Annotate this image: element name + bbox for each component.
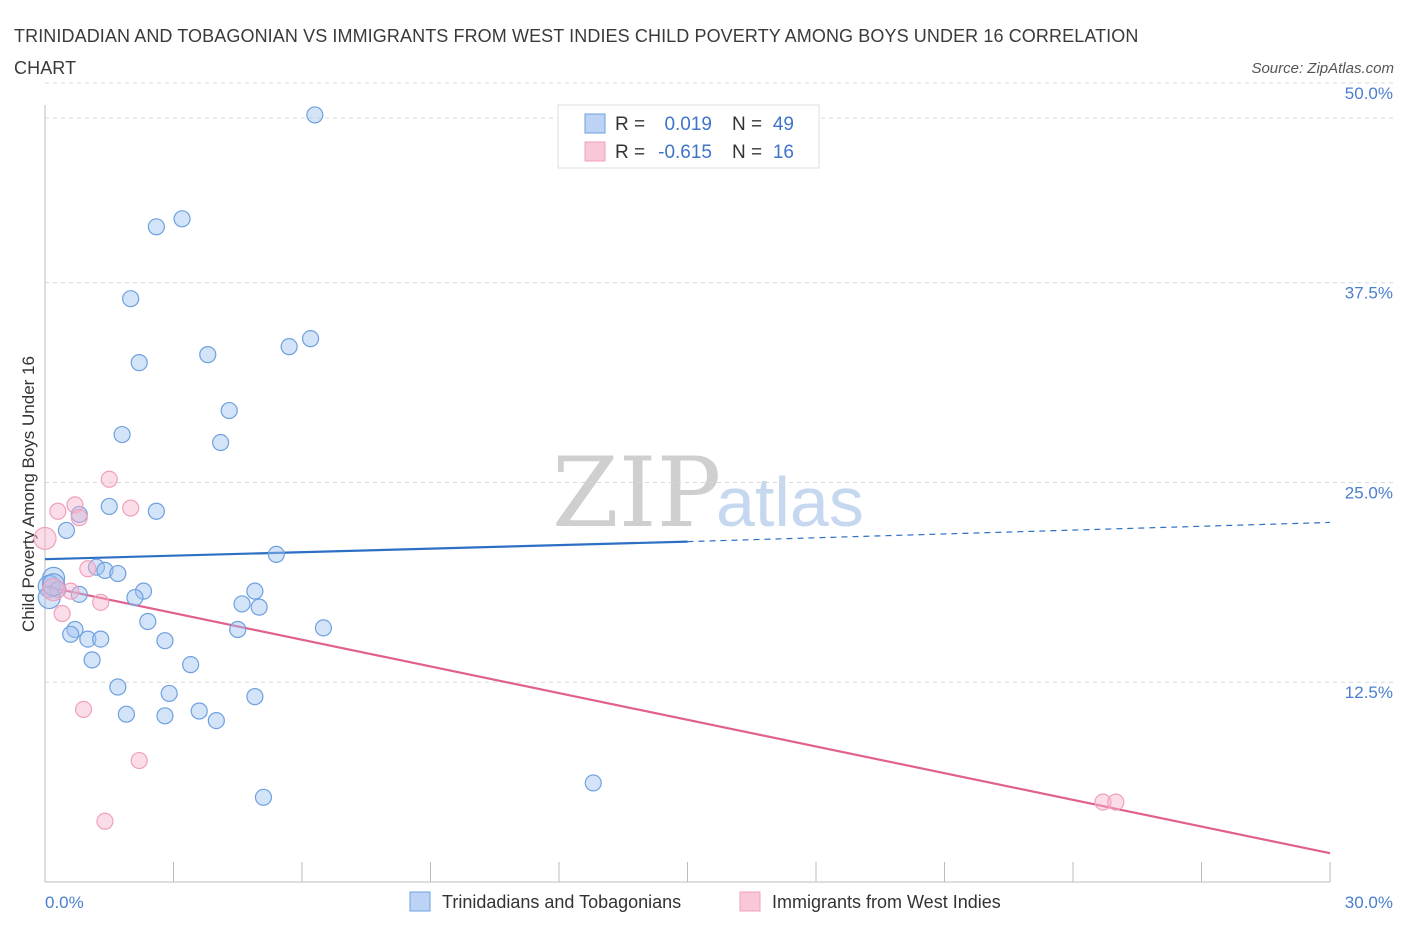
point-pink bbox=[49, 502, 67, 520]
point-pink bbox=[33, 526, 57, 551]
point-blue bbox=[246, 582, 264, 600]
point-blue bbox=[83, 651, 101, 669]
point-blue bbox=[233, 595, 251, 613]
point-pink bbox=[92, 593, 110, 611]
point-blue bbox=[254, 788, 273, 806]
legend-n-label-1: N = bbox=[732, 114, 762, 135]
point-blue bbox=[212, 433, 230, 452]
watermark-zip: ZIP bbox=[552, 437, 721, 549]
point-blue bbox=[199, 346, 217, 364]
point-blue bbox=[139, 612, 157, 631]
legend-bottom-swatch-blue bbox=[409, 891, 431, 912]
point-blue bbox=[41, 573, 66, 597]
x-tick-label-max: 30.0% bbox=[1345, 893, 1393, 912]
point-blue bbox=[220, 401, 238, 420]
y-tick-label: 50.0% bbox=[1345, 84, 1393, 103]
point-pink bbox=[1107, 793, 1125, 811]
point-blue bbox=[246, 688, 264, 706]
point-blue bbox=[280, 338, 298, 356]
point-pink bbox=[1094, 793, 1112, 811]
y-tick-label: 37.5% bbox=[1345, 284, 1393, 303]
legend-n-label-2: N = bbox=[732, 142, 762, 163]
point-pink bbox=[79, 560, 97, 578]
point-pink bbox=[122, 499, 140, 517]
point-pink bbox=[53, 604, 71, 623]
point-pink bbox=[100, 470, 118, 488]
trend-lines bbox=[44, 521, 1331, 855]
legend-bottom-label-pink: Immigrants from West Indies bbox=[772, 892, 1001, 912]
trend-line-extension-blue bbox=[687, 521, 1331, 543]
point-pink bbox=[41, 577, 66, 602]
point-blue bbox=[173, 210, 191, 228]
point-blue bbox=[147, 502, 165, 520]
point-blue bbox=[267, 545, 285, 563]
point-blue bbox=[250, 598, 268, 616]
point-blue bbox=[301, 330, 320, 348]
chart-title: TRINIDADIAN AND TOBAGONIAN VS IMMIGRANTS… bbox=[14, 26, 1139, 78]
point-blue bbox=[126, 588, 144, 607]
source-label: Source: ZipAtlas.com bbox=[1251, 60, 1394, 77]
point-blue bbox=[79, 630, 97, 648]
point-blue bbox=[100, 497, 118, 516]
legend-n-value-2: 16 bbox=[773, 142, 794, 163]
point-blue bbox=[156, 707, 174, 725]
point-blue bbox=[314, 619, 333, 637]
point-blue bbox=[49, 580, 67, 599]
point-blue bbox=[156, 632, 174, 650]
trend-line-pink bbox=[44, 585, 1331, 855]
legend-swatch-blue bbox=[584, 113, 606, 134]
point-blue bbox=[57, 521, 76, 540]
point-pink bbox=[62, 582, 80, 600]
point-blue bbox=[134, 582, 153, 600]
y-tick-labels: 12.5% 25.0% 37.5% 50.0% bbox=[1345, 84, 1393, 702]
point-pink bbox=[70, 509, 88, 527]
legend-r-value-2: -0.615 bbox=[658, 142, 712, 163]
x-tick-marks bbox=[44, 862, 1331, 882]
legend-bottom: Trinidadians and Tobagonians Immigrants … bbox=[409, 891, 1001, 912]
point-blue bbox=[109, 678, 127, 696]
y-tick-label: 12.5% bbox=[1345, 683, 1393, 702]
x-tick-label-min: 0.0% bbox=[45, 893, 84, 912]
point-blue bbox=[182, 656, 200, 674]
legend-swatch-pink bbox=[584, 141, 606, 162]
point-blue bbox=[92, 630, 110, 648]
point-blue bbox=[109, 564, 127, 583]
trend-line-blue bbox=[44, 540, 688, 561]
legend-n-value-1: 49 bbox=[773, 114, 794, 135]
data-points bbox=[33, 106, 1125, 830]
point-blue bbox=[130, 354, 148, 372]
point-blue bbox=[117, 705, 135, 723]
watermark-atlas: atlas bbox=[716, 463, 864, 541]
point-blue bbox=[584, 774, 602, 792]
point-blue bbox=[229, 620, 247, 639]
point-pink bbox=[130, 751, 148, 770]
y-axis-label: Child Poverty Among Boys Under 16 bbox=[19, 356, 38, 632]
point-blue bbox=[122, 290, 140, 308]
y-tick-label: 25.0% bbox=[1345, 483, 1393, 502]
point-blue bbox=[62, 625, 80, 643]
point-pink bbox=[74, 700, 93, 719]
point-blue bbox=[190, 702, 208, 720]
legend-r-label-1: R = bbox=[615, 114, 645, 135]
legend-r-value-1: 0.019 bbox=[664, 114, 712, 135]
point-pink bbox=[66, 496, 84, 514]
point-blue bbox=[306, 106, 324, 124]
legend-top: R = 0.019 N = 49 R = -0.615 N = 16 bbox=[557, 104, 820, 169]
legend-bottom-swatch-pink bbox=[739, 891, 761, 912]
point-blue bbox=[147, 218, 165, 236]
point-blue bbox=[207, 711, 225, 730]
legend-r-label-2: R = bbox=[615, 142, 645, 163]
legend-bottom-label-blue: Trinidadians and Tobagonians bbox=[442, 892, 681, 912]
point-blue bbox=[160, 684, 178, 703]
point-blue bbox=[113, 425, 131, 444]
point-blue bbox=[96, 561, 114, 579]
point-pink bbox=[96, 812, 114, 830]
